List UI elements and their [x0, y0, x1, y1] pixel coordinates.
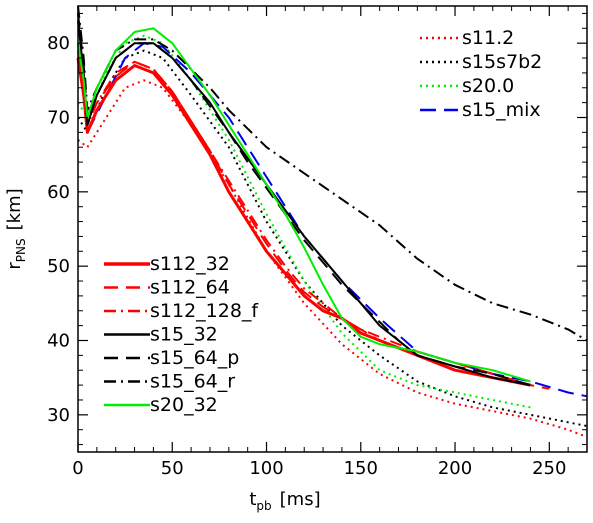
- y-axis-label-unit: [km]: [4, 188, 25, 230]
- series-line-s112-128-f: [77, 43, 531, 387]
- y-axis-label-main: r: [4, 262, 25, 270]
- y-tick-label: 30: [47, 405, 70, 426]
- legend-layer: s11.2s15s7b2s20.0s15_mixs112_32s112_64s1…: [104, 27, 542, 416]
- series-line-s11-2: [77, 79, 588, 439]
- x-tick-label: 200: [438, 458, 472, 479]
- series-layer: [76, 5, 588, 439]
- legend-label-s112-128-f: s112_128_f: [150, 300, 259, 322]
- x-tick-label: 150: [344, 458, 378, 479]
- series-line-s15-64-p: [77, 13, 531, 387]
- x-tick-label: 100: [249, 458, 283, 479]
- y-tick-label: 40: [47, 331, 70, 352]
- legend-label-s112-64: s112_64: [150, 277, 230, 299]
- legend-label-s20-32: s20_32: [150, 394, 218, 416]
- legend-label-s15s7b2: s15s7b2: [462, 51, 542, 73]
- legend-label-s15-mix: s15_mix: [462, 99, 541, 121]
- legend-label-s15-32: s15_32: [150, 324, 218, 346]
- x-axis-label: tpb [ms]: [249, 489, 320, 513]
- x-axis-label-main: t: [249, 489, 256, 510]
- y-axis-label-sub: PNS: [14, 238, 28, 262]
- y-tick-label: 50: [47, 256, 70, 277]
- x-axis-label-unit: [ms]: [280, 489, 321, 510]
- x-tick-label: 0: [72, 458, 83, 479]
- y-tick-label: 70: [47, 108, 70, 129]
- y-axis-label: rPNS [km]: [4, 188, 28, 269]
- y-tick-label: 80: [47, 33, 70, 54]
- legend-label-s15-64-p: s15_64_p: [150, 347, 239, 369]
- legend-label-s15-64-r: s15_64_r: [150, 371, 235, 393]
- series-line-s20-0: [77, 34, 531, 409]
- legend-label-s20-0: s20.0: [462, 75, 514, 97]
- x-tick-label: 50: [161, 458, 184, 479]
- y-tick-label: 60: [47, 182, 70, 203]
- x-tick-label: 250: [532, 458, 566, 479]
- ticks-layer: 0 50 100 150 200 250 30 40 50 60 70 80: [47, 6, 588, 479]
- x-axis-label-sub: pb: [256, 499, 271, 513]
- plot-frame: [77, 5, 588, 453]
- legend-label-s112-32: s112_32: [150, 253, 230, 275]
- series-line-s20-32: [77, 27, 531, 383]
- legend-label-s11-2: s11.2: [462, 27, 514, 49]
